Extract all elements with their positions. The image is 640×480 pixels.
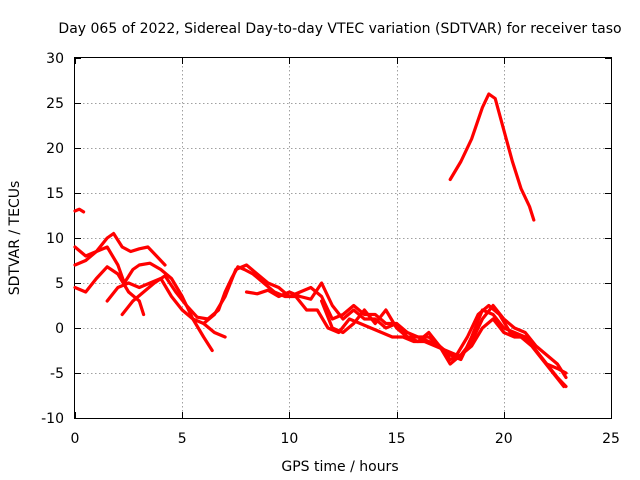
y-tick-label: 10 — [46, 231, 64, 247]
series-line-arc-6 — [120, 265, 566, 389]
y-tick-label: 15 — [46, 186, 64, 202]
y-tick-label: -5 — [50, 366, 64, 382]
series-line-arc-3 — [73, 245, 214, 353]
x-tick-label: 20 — [495, 431, 513, 447]
chart-title: Day 065 of 2022, Sidereal Day-to-day VTE… — [58, 21, 621, 37]
y-tick-label: 30 — [46, 51, 64, 67]
series-line-arc-9 — [320, 299, 568, 375]
axis-ticks: 0 5 10 15 20 25 -10 -5 0 5 10 15 20 25 30 — [41, 51, 620, 447]
plot-frame — [74, 57, 612, 419]
y-tick-label: -10 — [41, 411, 64, 427]
y-tick-label: 0 — [55, 321, 64, 337]
series-line-arc-10 — [448, 92, 536, 222]
grid — [75, 58, 611, 418]
series-line-arc-5 — [105, 276, 227, 339]
x-tick-label: 15 — [388, 431, 406, 447]
y-tick-label: 20 — [46, 141, 64, 157]
x-tick-label: 0 — [71, 431, 80, 447]
x-axis-label: GPS time / hours — [281, 459, 398, 475]
y-tick-label: 25 — [46, 96, 64, 112]
series-line-arc-1 — [73, 207, 86, 214]
series-line-arc-7 — [202, 263, 568, 389]
x-tick-label: 5 — [178, 431, 187, 447]
x-tick-label: 10 — [280, 431, 298, 447]
y-axis-label: SDTVAR / TECUs — [7, 181, 23, 296]
data-series — [73, 92, 568, 389]
series-line-arc-4 — [73, 265, 146, 317]
x-tick-label: 25 — [602, 431, 620, 447]
y-tick-label: 5 — [55, 276, 64, 292]
